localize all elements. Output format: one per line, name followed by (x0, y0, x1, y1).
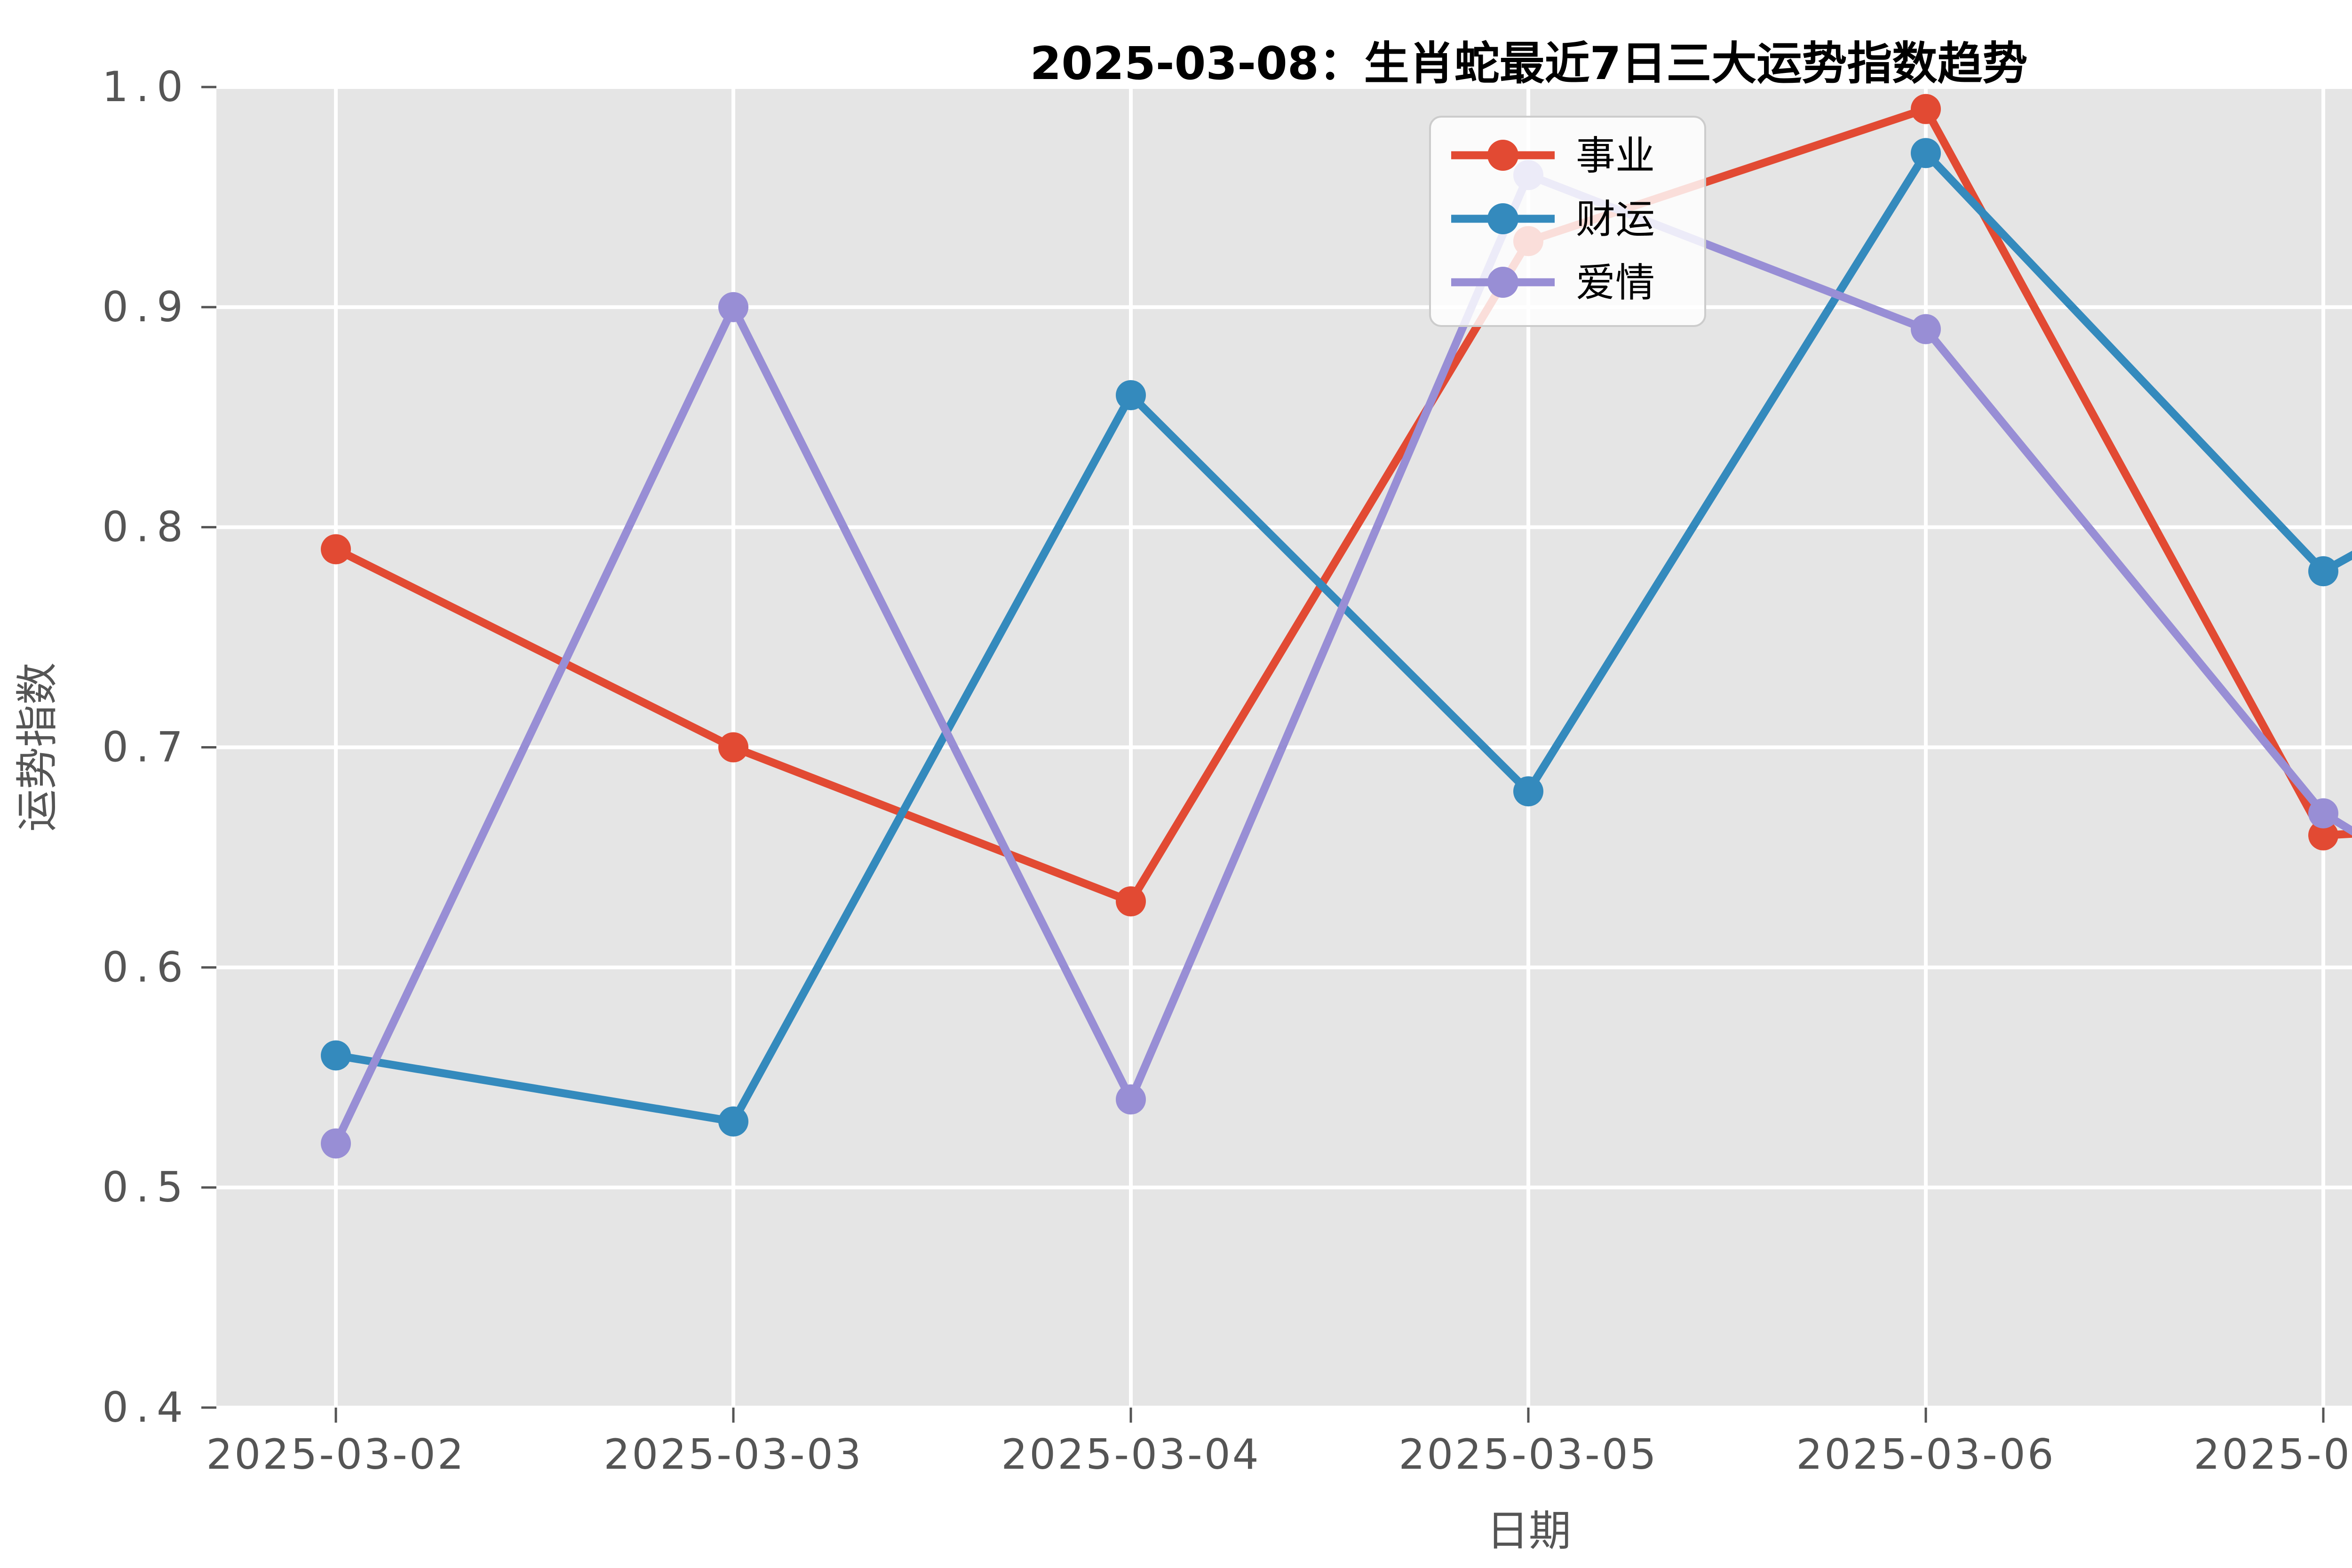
y-tick-label: 0.6 (102, 943, 191, 991)
data-point-2-0 (321, 1128, 351, 1159)
y-tick-label: 1.0 (102, 63, 191, 111)
data-point-1-1 (718, 1106, 748, 1137)
chart-title: 2025-03-08：生肖蛇最近7日三大运势指数趋势 (1030, 37, 2028, 90)
x-axis-label: 日期 (1486, 1506, 1571, 1556)
data-point-1-5 (2308, 556, 2338, 587)
data-point-0-1 (718, 732, 748, 763)
y-tick-label: 0.7 (102, 723, 191, 772)
x-tick-label: 2025-03-03 (604, 1430, 863, 1479)
legend-label-0: 事业 (1576, 133, 1655, 179)
data-point-2-4 (1911, 314, 1941, 344)
data-point-1-4 (1911, 138, 1941, 168)
legend-label-2: 爱情 (1576, 260, 1655, 306)
y-tick-label: 0.4 (102, 1383, 191, 1432)
x-tick-label: 2025-03-07 (2193, 1430, 2352, 1479)
data-point-0-0 (321, 534, 351, 565)
data-point-0-4 (1911, 94, 1941, 124)
y-tick-label: 0.9 (102, 283, 191, 331)
x-tick-label: 2025-03-04 (1001, 1430, 1260, 1479)
y-tick-label: 0.8 (102, 503, 191, 551)
x-tick-label: 2025-03-05 (1398, 1430, 1658, 1479)
y-axis-label: 运势指数 (13, 662, 62, 832)
data-point-0-2 (1116, 886, 1146, 916)
legend-label-1: 财运 (1576, 196, 1655, 242)
x-tick-label: 2025-03-06 (1796, 1430, 2055, 1479)
data-point-2-1 (718, 292, 748, 322)
data-point-1-2 (1116, 380, 1146, 410)
data-point-2-5 (2308, 798, 2338, 828)
legend-marker-1 (1487, 203, 1518, 234)
x-tick-label: 2025-03-02 (206, 1430, 465, 1479)
data-point-2-2 (1116, 1084, 1146, 1115)
legend-marker-0 (1487, 140, 1518, 171)
data-point-1-3 (1513, 776, 1543, 807)
data-point-1-0 (321, 1040, 351, 1071)
legend-marker-2 (1487, 267, 1518, 298)
data-point-0-5 (2308, 820, 2338, 851)
y-tick-label: 0.5 (102, 1163, 191, 1211)
